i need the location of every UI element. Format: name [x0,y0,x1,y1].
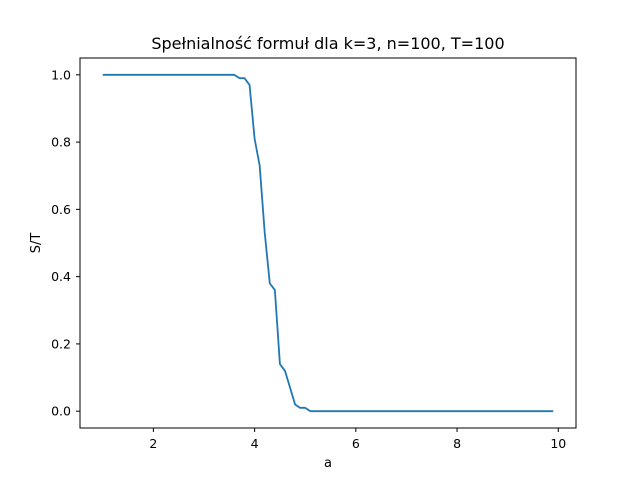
x-tick-label: 8 [453,436,461,451]
x-tick-label: 10 [550,436,566,451]
y-axis-label: S/T [29,233,44,254]
y-tick-label: 0.0 [51,404,71,419]
axes-frame [79,57,577,429]
y-axis: 0.0 0.2 0.4 0.6 0.8 1.0 [51,67,80,419]
x-tick-label: 4 [251,436,259,451]
x-axis-label: a [324,456,332,471]
x-axis: 2 4 6 8 10 [149,428,566,451]
x-tick-label: 2 [149,436,157,451]
y-tick-label: 0.8 [51,135,71,150]
y-tick-label: 0.6 [51,202,71,217]
plot-area [102,73,554,413]
y-tick-label: 0.4 [51,269,71,284]
series-line-0 [102,73,554,413]
y-tick-label: 0.2 [51,336,71,351]
y-tick-label: 1.0 [51,67,71,82]
x-tick-label: 6 [352,436,360,451]
chart-title: Spełnialność formuł dla k=3, n=100, T=10… [151,34,504,53]
